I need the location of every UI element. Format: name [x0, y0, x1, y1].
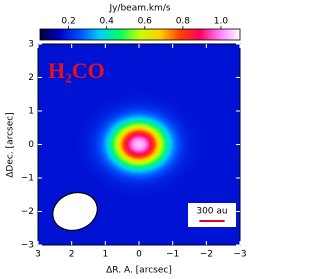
colorbar-tick-label: 0.8 [176, 17, 191, 27]
colorbar [39, 28, 241, 41]
molecule-label: H₂CO [48, 58, 105, 83]
x-tick-label: 2 [69, 250, 75, 260]
y-axis-label: ΔDec. [arcsec] [6, 112, 16, 177]
colorbar-tick-label: 0.6 [138, 17, 153, 27]
y-tick-label: 2 [28, 73, 34, 83]
scale-bar-label: 300 au [196, 207, 227, 217]
y-tick-label: 3 [28, 40, 34, 50]
beam [52, 191, 98, 232]
x-tick-label: −3 [233, 250, 246, 260]
x-tick-label: 3 [35, 250, 41, 260]
x-tick-label: 1 [102, 250, 108, 260]
emission [71, 88, 207, 201]
y-tick-label: −2 [21, 207, 34, 217]
x-tick-label: −1 [166, 250, 179, 260]
colorbar-tick-label: 0.4 [100, 17, 115, 27]
colorbar-tick-label: 1.0 [214, 17, 229, 27]
y-tick-label: −1 [21, 174, 34, 184]
y-tick-label: −3 [21, 241, 34, 251]
colorbar-label: Jy/beam.km/s [108, 4, 170, 14]
y-tick-label: 0 [28, 140, 34, 150]
colorbar-tick-label: 0.2 [61, 17, 75, 27]
x-tick-label: −2 [200, 250, 213, 260]
chart: Jy/beam.km/s ΔDec. [arcsec] ΔR. A. [arcs… [6, 4, 247, 276]
scale-bar-box [188, 203, 236, 227]
y-tick-label: 1 [28, 107, 34, 117]
x-axis-label: ΔR. A. [arcsec] [106, 266, 172, 276]
x-tick-label: 0 [136, 250, 142, 260]
